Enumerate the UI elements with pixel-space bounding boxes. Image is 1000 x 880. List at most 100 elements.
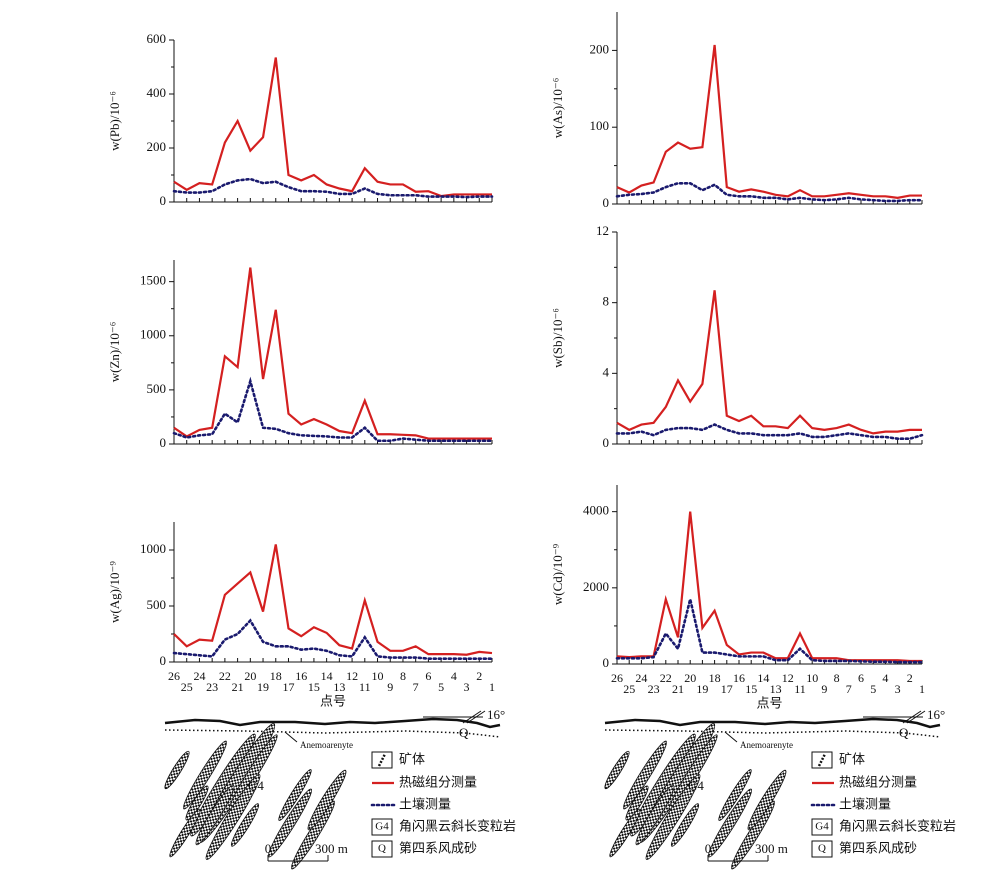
ground-surface bbox=[604, 717, 941, 729]
data-line bbox=[172, 376, 494, 443]
data-line bbox=[616, 44, 922, 199]
y-tick-label: 0 bbox=[603, 655, 610, 670]
x-tick-label: 15 bbox=[745, 682, 757, 696]
ore-body bbox=[164, 750, 190, 790]
ore-body bbox=[718, 769, 752, 821]
x-tick-label: 18 bbox=[270, 669, 282, 683]
x-axis-label: 点号 bbox=[756, 697, 782, 712]
x-tick-label: 4 bbox=[451, 669, 457, 683]
x-tick-label: 25 bbox=[181, 680, 193, 694]
x-tick-label: 7 bbox=[413, 680, 419, 694]
ore-body bbox=[609, 808, 641, 858]
x-tick-label: 5 bbox=[438, 680, 444, 694]
y-axis-label: w(Sb)/10⁻⁶ bbox=[550, 308, 565, 368]
data-line bbox=[172, 177, 494, 199]
x-tick-label: 2 bbox=[907, 671, 913, 685]
data-line bbox=[173, 267, 492, 440]
x-tick-label: 6 bbox=[858, 671, 864, 685]
ore-body bbox=[195, 784, 235, 846]
legend-box bbox=[811, 818, 833, 836]
x-tick-label: 10 bbox=[372, 669, 384, 683]
data-line bbox=[616, 290, 922, 435]
x-tick-label: 12 bbox=[782, 671, 794, 685]
y-tick-label: 1500 bbox=[140, 273, 166, 288]
y-tick-label: 0 bbox=[160, 653, 167, 668]
x-tick-label: 14 bbox=[321, 669, 333, 683]
y-tick-label: 4 bbox=[603, 364, 610, 379]
x-tick-label: 1 bbox=[919, 682, 925, 696]
leader bbox=[284, 731, 298, 743]
dip-label: 16° bbox=[927, 707, 945, 722]
scale-length: 300 m bbox=[315, 841, 348, 856]
scale-zero: 0 bbox=[705, 841, 712, 856]
y-tick-label: 0 bbox=[160, 435, 167, 450]
x-tick-label: 17 bbox=[282, 680, 294, 694]
ore-body bbox=[707, 788, 753, 858]
x-tick-label: 17 bbox=[721, 682, 733, 696]
legend-box bbox=[371, 818, 393, 836]
x-tick-label: 3 bbox=[464, 680, 470, 694]
legend-label: 土壤测量 bbox=[399, 797, 451, 813]
ore-body bbox=[625, 785, 649, 821]
x-tick-label: 11 bbox=[794, 682, 806, 696]
y-tick-label: 200 bbox=[590, 41, 610, 56]
data-line bbox=[615, 181, 924, 203]
data-line bbox=[616, 511, 922, 663]
ore-body bbox=[747, 769, 787, 831]
ore-body bbox=[278, 769, 312, 821]
x-tick-label: 20 bbox=[244, 669, 256, 683]
y-tick-label: 500 bbox=[147, 597, 167, 612]
ore-body bbox=[635, 784, 675, 846]
legend-box bbox=[371, 751, 393, 769]
y-tick-label: 0 bbox=[603, 435, 610, 450]
data-line bbox=[173, 544, 493, 656]
x-tick-label: 3 bbox=[895, 682, 901, 696]
x-tick-label: 25 bbox=[623, 682, 635, 696]
x-tick-label: 19 bbox=[257, 680, 269, 694]
ore-body bbox=[185, 785, 209, 821]
x-tick-label: 16 bbox=[295, 669, 307, 683]
ore-body bbox=[604, 750, 630, 790]
rock-label: G4 bbox=[688, 778, 704, 793]
x-tick-label: 18 bbox=[709, 671, 721, 685]
data-line bbox=[172, 618, 494, 660]
q-label: Q bbox=[899, 725, 909, 740]
ore-body bbox=[182, 740, 228, 810]
x-tick-label: 4 bbox=[882, 671, 888, 685]
y-axis-label: w(Pb)/10⁻⁶ bbox=[107, 91, 122, 151]
formation-label: Anemoarenyte bbox=[300, 740, 353, 750]
x-axis-label: 点号 bbox=[320, 695, 346, 710]
x-tick-label: 2 bbox=[476, 669, 482, 683]
dip-line bbox=[466, 710, 486, 724]
x-tick-label: 14 bbox=[757, 671, 769, 685]
ore-body bbox=[670, 803, 700, 847]
legend-box bbox=[371, 840, 393, 858]
x-tick-label: 8 bbox=[834, 671, 840, 685]
ore-body bbox=[230, 803, 260, 847]
x-tick-label: 12 bbox=[346, 669, 358, 683]
legend-label: 矿体 bbox=[839, 753, 865, 768]
x-tick-label: 1 bbox=[489, 680, 495, 694]
y-tick-label: 500 bbox=[147, 381, 167, 396]
rock-label: G4 bbox=[248, 778, 264, 793]
x-tick-label: 24 bbox=[635, 671, 647, 685]
dip-line bbox=[902, 710, 922, 724]
x-tick-label: 5 bbox=[870, 682, 876, 696]
y-tick-label: 12 bbox=[596, 223, 609, 238]
ore-body bbox=[307, 769, 347, 831]
x-tick-label: 21 bbox=[672, 682, 684, 696]
x-tick-label: 11 bbox=[359, 680, 371, 694]
dip-line bbox=[462, 710, 482, 724]
y-axis-label: w(Zn)/10⁻⁶ bbox=[107, 322, 122, 383]
legend-label: 第四系风成砂 bbox=[839, 842, 917, 857]
x-tick-label: 19 bbox=[696, 682, 708, 696]
y-axis-label: w(As)/10⁻⁶ bbox=[550, 78, 565, 139]
data-line bbox=[615, 423, 924, 441]
x-tick-label: 21 bbox=[232, 680, 244, 694]
y-tick-label: 2000 bbox=[583, 579, 609, 594]
legend-code: Q bbox=[818, 843, 826, 855]
ore-body bbox=[169, 808, 201, 858]
legend-box bbox=[811, 840, 833, 858]
